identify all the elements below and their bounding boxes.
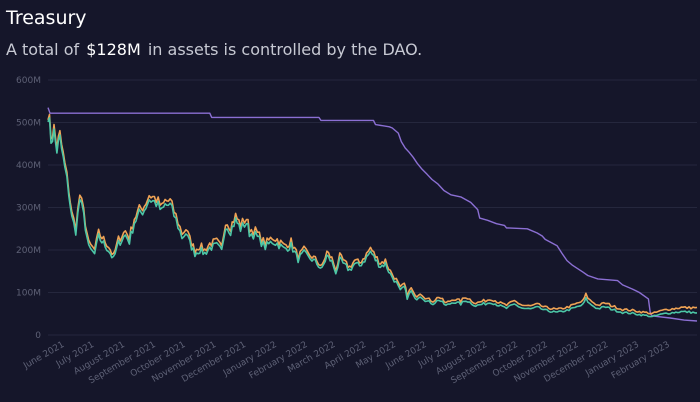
y-axis: 0 100M 200M 300M 400M 500M 600M bbox=[16, 76, 41, 341]
series-lines bbox=[47, 107, 698, 322]
y-tick-label: 500M bbox=[16, 119, 41, 129]
grid-lines bbox=[48, 79, 697, 336]
y-tick-label: 100M bbox=[16, 289, 41, 299]
page-title: Treasury bbox=[6, 7, 87, 29]
y-tick-label: 400M bbox=[16, 161, 41, 171]
series-line-2 bbox=[47, 113, 698, 315]
y-tick-label: 300M bbox=[16, 204, 41, 214]
y-tick-label: 200M bbox=[16, 246, 41, 256]
total-assets-value: $128M bbox=[86, 40, 141, 59]
treasury-summary: A total of $128M in assets is controlled… bbox=[6, 39, 422, 61]
y-tick-label: 0 bbox=[35, 331, 41, 341]
series-line-3 bbox=[47, 117, 697, 318]
summary-suffix: in assets is controlled by the DAO. bbox=[147, 40, 423, 59]
summary-prefix: A total of bbox=[6, 40, 80, 59]
y-tick-label: 600M bbox=[16, 76, 41, 86]
series-line-1 bbox=[47, 107, 698, 322]
